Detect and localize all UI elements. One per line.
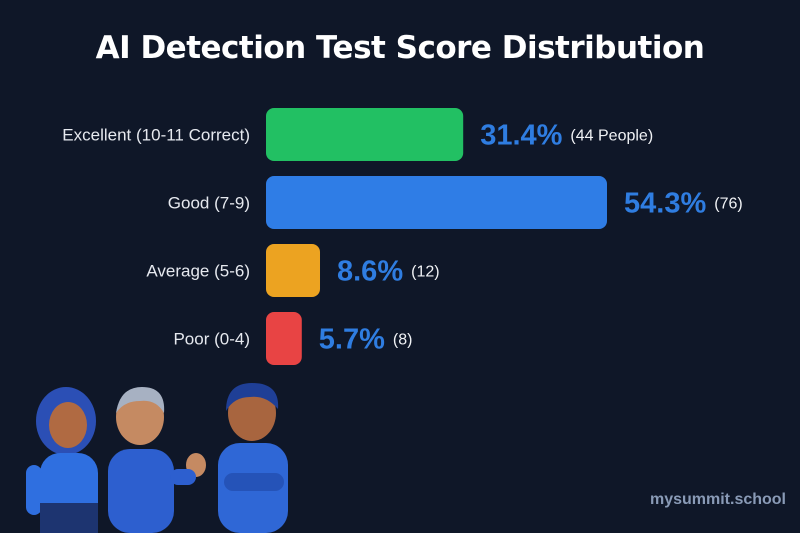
value-label: 5.7% <box>319 324 385 356</box>
count-label: (44 People) <box>570 128 653 145</box>
value-label: 31.4% <box>480 120 562 152</box>
category-label: Average (5-6) <box>146 262 250 281</box>
count-label: (8) <box>393 332 413 349</box>
chart-title: AI Detection Test Score Distribution <box>95 30 705 66</box>
category-label: Good (7-9) <box>168 194 250 213</box>
bar <box>266 108 464 161</box>
count-label: (12) <box>411 264 439 281</box>
woman-figure <box>26 387 98 533</box>
value-label: 54.3% <box>624 188 706 220</box>
young-man-figure <box>218 383 288 533</box>
category-label: Excellent (10-11 Correct) <box>62 126 250 145</box>
value-label: 8.6% <box>337 256 403 288</box>
bar <box>266 244 321 297</box>
older-man-figure <box>108 387 206 533</box>
bar <box>266 312 302 365</box>
bar <box>266 176 608 229</box>
count-label: (76) <box>714 196 742 213</box>
watermark-logo: mysummit.school <box>649 491 786 508</box>
category-label: Poor (0-4) <box>173 330 250 349</box>
people-illustration <box>26 383 288 533</box>
